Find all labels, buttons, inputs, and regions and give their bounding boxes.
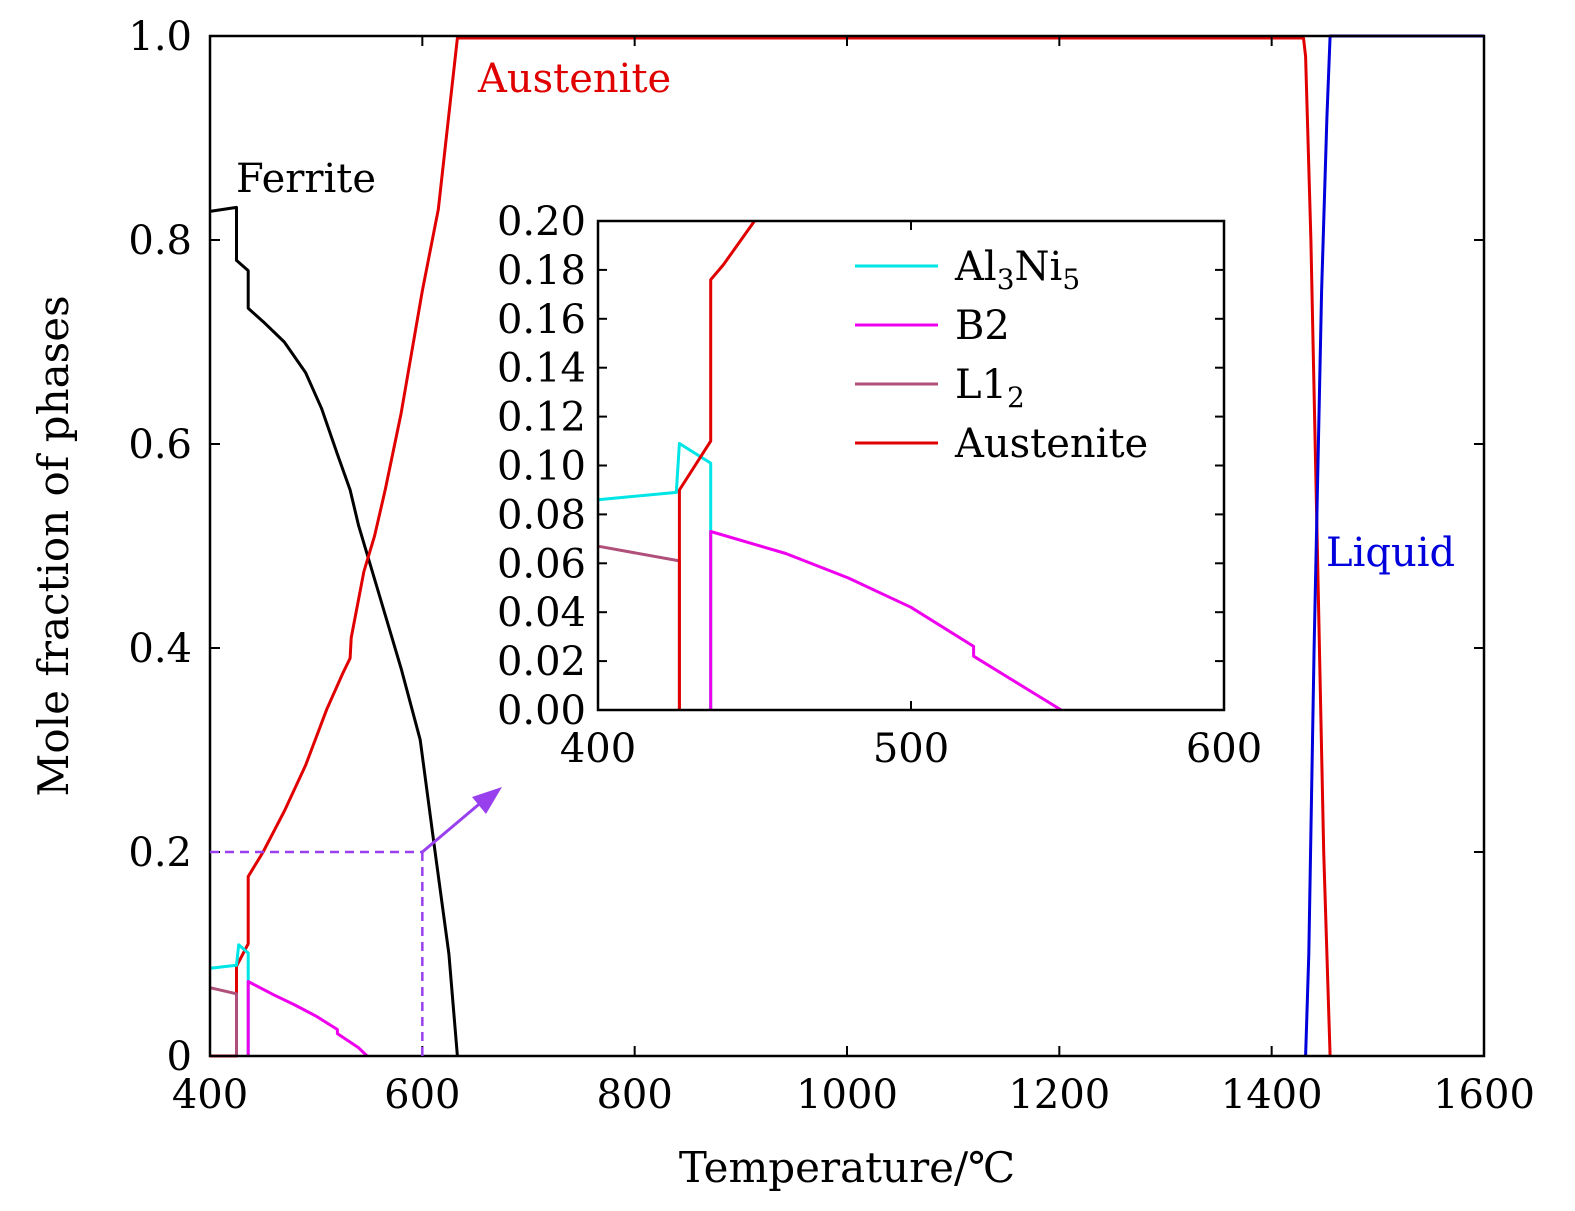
series-label-ferrite: Ferrite [236,156,376,202]
inset-y-tick-label: 0.16 [497,297,586,343]
inset-x-tick-label: 500 [873,726,949,772]
x-tick-label: 400 [172,1072,248,1118]
zoom-annotation [210,787,502,1056]
legend-label: L12 [955,362,1025,414]
inset-series-line-b2 [709,530,1062,712]
y-tick-label: 0.2 [128,830,192,876]
y-tick-label: 0 [167,1034,192,1080]
inset-y-tick-label: 0.00 [497,688,586,734]
inset-y-tick-label: 0.06 [497,541,586,587]
zoom-arrow-head [472,787,502,814]
x-tick-label: 1000 [796,1072,898,1118]
inset-legend: Al3Ni5 B2 L12 Austenite [855,244,1148,467]
x-tick-label: 1600 [1433,1072,1535,1118]
inset-y-tick-label: 0.10 [497,444,586,490]
inset-series-line-austenite [677,220,756,710]
y-tick-label: 0.4 [128,626,192,672]
inset-plot: 400 500 6000.000.020.040.060.080.100.120.1… [497,199,1262,772]
inset-x-tick-label: 600 [1186,726,1262,772]
zoom-arrow-shaft [421,798,485,854]
x-tick-label: 1200 [1008,1072,1110,1118]
inset-y-tick-label: 0.04 [497,590,586,636]
y-tick-label: 0.6 [128,422,192,468]
x-tick-label: 1400 [1221,1072,1323,1118]
inset-y-tick-label: 0.18 [497,248,586,294]
series-line-ferrite [209,205,459,1057]
legend-label: Al3Ni5 [954,244,1080,296]
inset-x-tick-label: 400 [560,726,636,772]
series-line-austenite [210,36,1332,1058]
series-line-l12 [209,986,238,1056]
x-tick-label: 600 [384,1072,460,1118]
series-label-austenite: Austenite [477,56,671,102]
legend-label: Austenite [954,421,1148,467]
series-label-liquid: Liquid [1326,530,1455,576]
inset-y-tick-label: 0.20 [497,199,586,245]
y-tick-label: 0.8 [128,218,192,264]
inset-y-tick-label: 0.12 [497,395,586,441]
y-tick-label: 1.0 [128,14,192,60]
main-plot: 400 600 800 1000 1200 1400 1600 0 0.2 0.4 0.6 0.8 1.… [29,14,1535,1192]
y-axis-title: Mole fraction of phases [29,295,78,796]
inset-y-tick-label: 0.14 [497,346,586,392]
inset-y-tick-label: 0.08 [497,492,586,538]
x-tick-label: 800 [596,1072,672,1118]
x-axis-title: Temperature/℃ [679,1143,1015,1192]
inset-y-tick-label: 0.02 [497,639,586,685]
legend-label: B2 [955,303,1010,349]
inset-background [598,221,1224,710]
series-line-b2 [246,980,369,1058]
series-line-al3ni5 [209,943,250,1056]
